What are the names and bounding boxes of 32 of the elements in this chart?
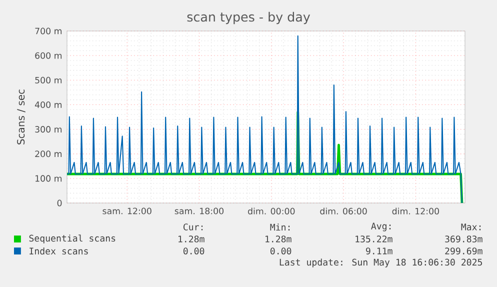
- text: Min:: [270, 224, 290, 230]
- y-tick-label: 400 m: [34, 101, 62, 108]
- y-tick-label: 300 m: [35, 126, 62, 133]
- y-axis-title: Scans / sec: [17, 90, 26, 144]
- text: Cur:: [184, 224, 203, 230]
- y-tick-label: 100 m: [35, 175, 62, 182]
- text: 9.11m: [366, 248, 392, 254]
- text: Last update: Sun May 18 16:06:30 2025: [280, 258, 482, 268]
- x-tick-label: dim. 06:00: [320, 208, 367, 214]
- line-series: [67, 110, 464, 203]
- y-tick-label: 0: [57, 200, 62, 206]
- y-tick-label: 500 m: [35, 76, 62, 84]
- y-tick-label: 200 m: [35, 150, 62, 158]
- text: 369.83m: [445, 236, 482, 242]
- legend-label: Sequential scans: [29, 234, 116, 244]
- text: 135.22m: [356, 236, 392, 242]
- y-tick-label: 700 m: [35, 28, 62, 34]
- x-tick-label: sam. 18:00: [174, 208, 224, 214]
- text: Avg:: [371, 222, 391, 232]
- text: 1.28m: [178, 236, 204, 242]
- x-tick-label: dim. 12:00: [392, 208, 439, 214]
- text: 299.69m: [445, 248, 482, 254]
- y-tick-label: 600 m: [35, 52, 62, 59]
- x-tick-label: sam. 12:00: [102, 208, 152, 214]
- chart-title: scan types - by day: [187, 12, 310, 24]
- text: 0.00: [270, 248, 292, 254]
- text: 0.00: [183, 248, 204, 254]
- text: 1.28m: [266, 236, 292, 242]
- line-series: [67, 35, 463, 203]
- legend-label: Index scans: [30, 247, 88, 255]
- x-tick-label: dim. 00:00: [248, 208, 295, 214]
- text: Max:: [461, 224, 481, 230]
